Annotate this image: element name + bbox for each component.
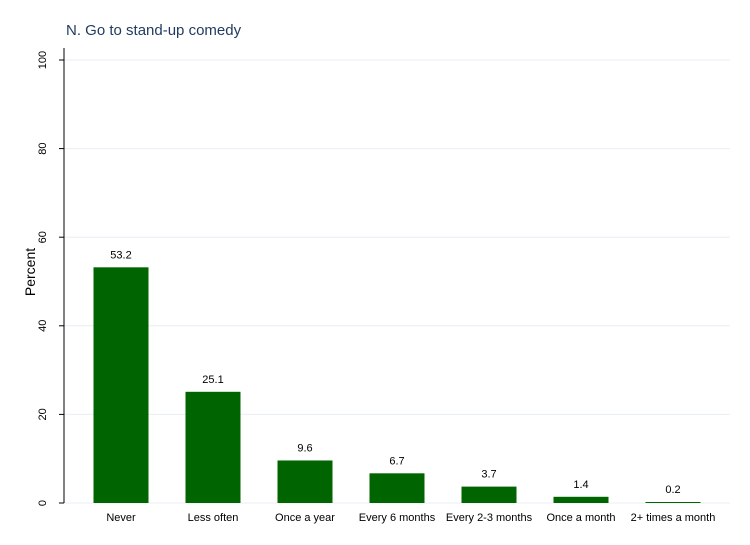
bar-never [93, 267, 149, 503]
data-label-less-often: 25.1 [202, 374, 223, 386]
x-tick-label-less-often: Less often [188, 512, 239, 524]
bar-less-often [185, 391, 241, 503]
x-tick-label-every-2-3-months: Every 2-3 months [446, 512, 533, 524]
y-axis-label: Percent [22, 248, 38, 296]
y-tick-label-40: 40 [37, 320, 49, 332]
data-label-once-a-month: 1.4 [573, 479, 588, 491]
x-tick-label-once-a-month: Once a month [546, 512, 615, 524]
data-label-never: 53.2 [110, 249, 131, 261]
y-tick-label-0: 0 [37, 500, 49, 506]
bar-once-a-year [277, 460, 333, 503]
bar-every-2-3-months [461, 486, 517, 503]
data-label-every-6-months: 6.7 [389, 455, 404, 467]
data-labels: 53.2 25.1 9.6 6.7 3.7 1.4 0.2 [110, 249, 680, 496]
y-tick-label-60: 60 [37, 231, 49, 243]
data-label-every-2-3-months: 3.7 [481, 469, 496, 481]
y-tick-label-100: 100 [37, 51, 49, 69]
y-axis-ticks: 0 20 40 60 80 100 [37, 51, 64, 506]
data-label-2-times-a-month: 0.2 [665, 484, 680, 496]
x-tick-label-once-a-year: Once a year [275, 512, 335, 524]
bar-once-a-month [553, 496, 609, 503]
x-tick-label-2-times-a-month: 2+ times a month [631, 512, 716, 524]
x-tick-label-never: Never [106, 512, 136, 524]
y-tick-label-20: 20 [37, 408, 49, 420]
data-label-once-a-year: 9.6 [297, 442, 312, 454]
y-tick-label-80: 80 [37, 142, 49, 154]
bar-2-times-a-month [645, 502, 701, 503]
x-tick-label-every-6-months: Every 6 months [359, 512, 436, 524]
bar-every-6-months [369, 473, 425, 503]
chart-title: N. Go to stand-up comedy [66, 22, 242, 39]
bars [93, 267, 701, 503]
x-axis-ticks: Never Less often Once a year Every 6 months… [106, 512, 715, 524]
